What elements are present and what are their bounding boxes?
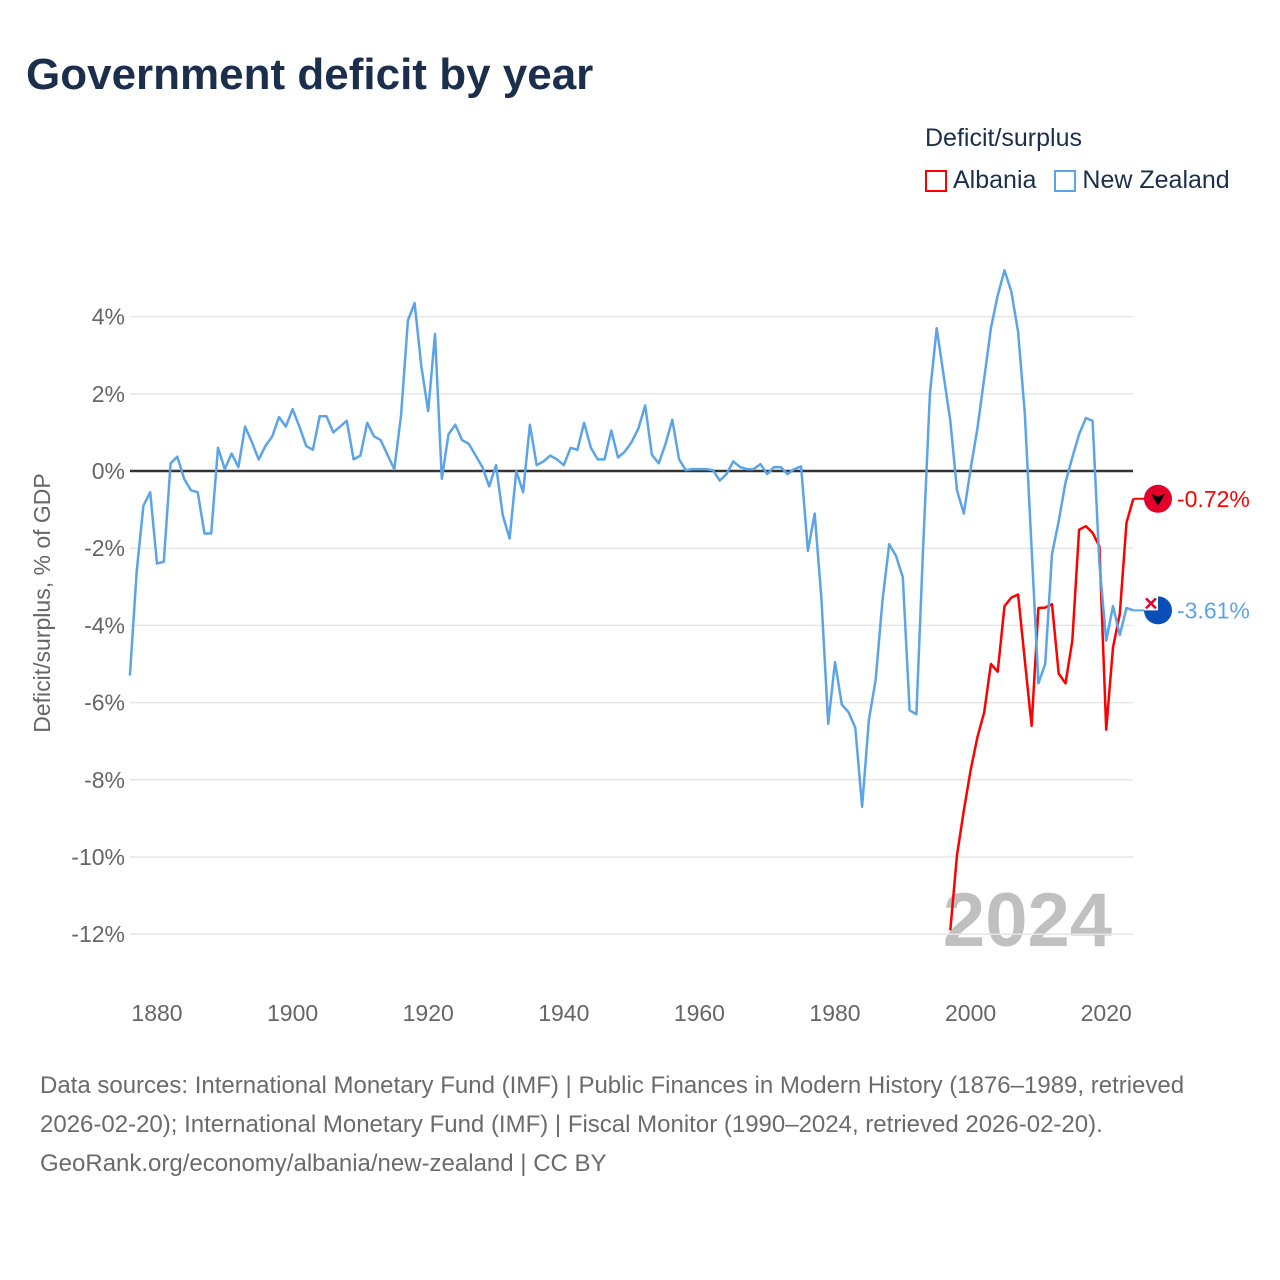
y-tick-label: 4% bbox=[92, 304, 125, 330]
x-tick-label: 1900 bbox=[267, 1000, 318, 1026]
legend-swatch-albania bbox=[925, 169, 947, 192]
y-tick-label: -10% bbox=[71, 844, 125, 870]
flag-eagle-icon bbox=[1151, 493, 1165, 506]
legend-label: New Zealand bbox=[1082, 166, 1230, 194]
legend-item-new-zealand[interactable]: New Zealand bbox=[1054, 166, 1230, 195]
end-value-label: -0.72% bbox=[1177, 486, 1250, 512]
x-tick-label: 1880 bbox=[131, 1000, 182, 1026]
credit-link[interactable]: GeoRank.org/economy/albania/new-zealand … bbox=[40, 1150, 607, 1177]
x-tick-label: 1940 bbox=[538, 1000, 589, 1026]
end-value-label: -3.61% bbox=[1177, 597, 1250, 623]
x-tick-label: 1960 bbox=[674, 1000, 725, 1026]
series-line-albania bbox=[949, 498, 1135, 931]
footer: Data sources: International Monetary Fun… bbox=[40, 1066, 1240, 1183]
x-tick-label: 2020 bbox=[1081, 1000, 1132, 1026]
y-tick-label: -4% bbox=[84, 612, 125, 638]
flag-cross bbox=[1145, 597, 1157, 610]
year-watermark: 2024 bbox=[943, 878, 1112, 963]
data-sources: Data sources: International Monetary Fun… bbox=[40, 1072, 1185, 1138]
x-tick-label: 1920 bbox=[403, 1000, 454, 1026]
y-tick-label: -12% bbox=[71, 921, 125, 947]
y-tick-label: 2% bbox=[92, 381, 125, 407]
y-axis-label: Deficit/surplus, % of GDP bbox=[29, 473, 55, 732]
y-tick-label: -2% bbox=[84, 535, 125, 561]
legend-item-albania[interactable]: Albania bbox=[925, 166, 1036, 195]
y-tick-label: -8% bbox=[84, 767, 125, 793]
y-tick-label: -6% bbox=[84, 690, 125, 716]
legend: Albania New Zealand bbox=[925, 166, 1230, 195]
x-tick-label: 2000 bbox=[945, 1000, 996, 1026]
x-tick-label: 1980 bbox=[809, 1000, 860, 1026]
legend-label: Albania bbox=[953, 166, 1037, 194]
chart-plot: 2024 4% 2% 0% -2% -4% -6% -8% -10% -12% 1880 1900 19… bbox=[29, 269, 1250, 1026]
legend-swatch-new-zealand bbox=[1054, 169, 1077, 192]
series-line-new-zealand bbox=[128, 269, 1134, 809]
legend-title: Deficit/surplus bbox=[925, 124, 1082, 152]
y-tick-label: 0% bbox=[92, 458, 125, 484]
chart-title: Government deficit by year bbox=[26, 50, 594, 99]
